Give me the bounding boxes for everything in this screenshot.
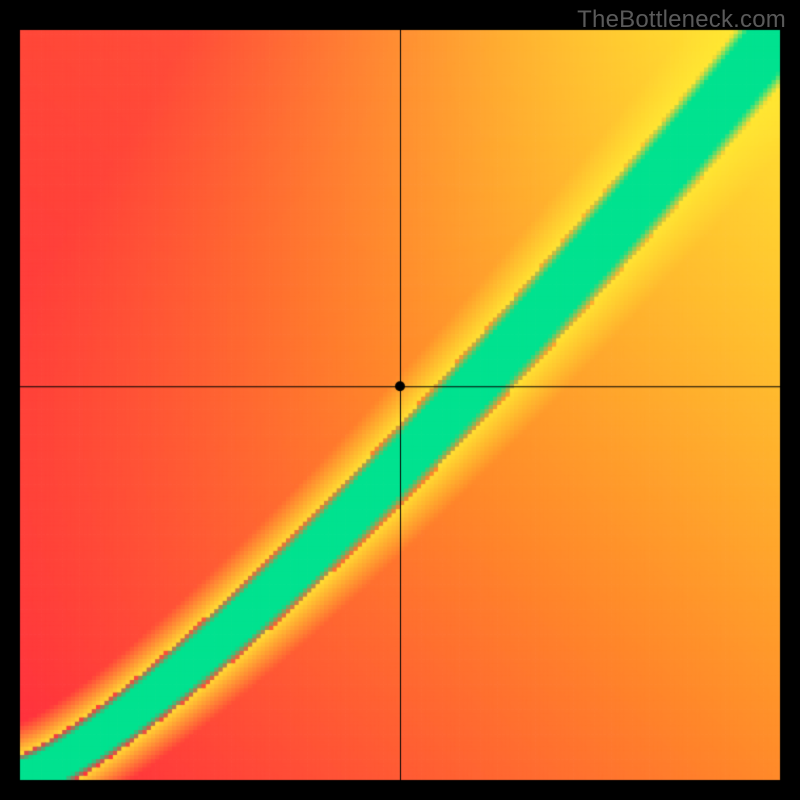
watermark-text: TheBottleneck.com (577, 6, 786, 34)
chart-wrapper: TheBottleneck.com (0, 0, 800, 800)
heatmap-canvas (0, 0, 800, 800)
